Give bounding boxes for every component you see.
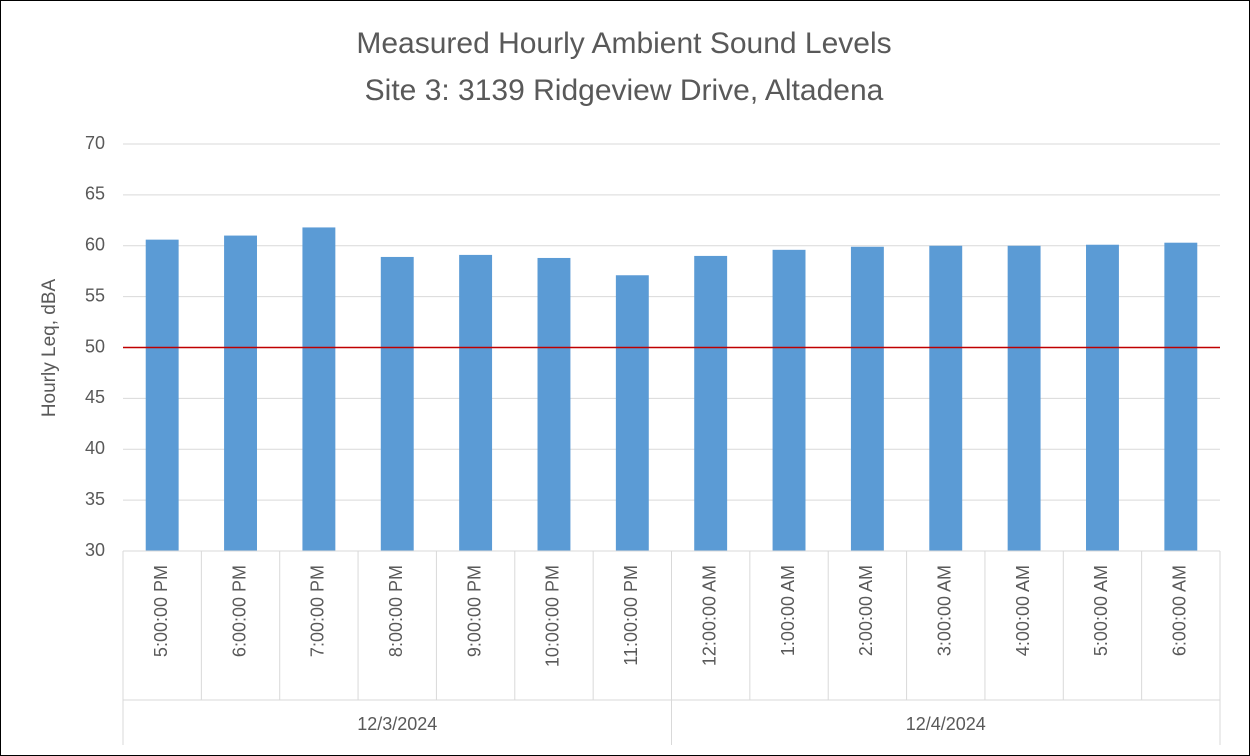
chart-subtitle: Site 3: 3139 Ridgeview Drive, Altadena <box>365 74 884 107</box>
bar <box>145 239 179 551</box>
x-tick-label: 5:00:00 PM <box>151 565 171 657</box>
bar <box>772 249 806 551</box>
x-tick-label: 8:00:00 PM <box>386 565 406 657</box>
x-tick-label: 2:00:00 AM <box>856 565 876 656</box>
y-tick-label: 60 <box>85 235 105 255</box>
x-tick-label: 11:00:00 PM <box>621 565 641 666</box>
x-tick-label: 5:00:00 AM <box>1091 565 1111 656</box>
x-tick-label: 4:00:00 AM <box>1013 565 1033 656</box>
bar <box>1007 245 1041 551</box>
x-tick-label: 6:00:00 PM <box>229 565 249 657</box>
x-tick-label: 12:00:00 AM <box>699 565 719 666</box>
y-tick-label: 65 <box>85 184 105 204</box>
group-label: 12/3/2024 <box>357 714 437 734</box>
group-label: 12/4/2024 <box>906 714 986 734</box>
x-tick-label: 10:00:00 PM <box>543 565 563 667</box>
bar <box>302 227 336 551</box>
x-tick-label: 3:00:00 AM <box>935 565 955 656</box>
bar <box>615 275 649 551</box>
y-axis-label: Hourly Leq, dBA <box>39 278 60 417</box>
y-tick-label: 45 <box>85 387 105 407</box>
bar <box>459 254 493 551</box>
y-tick-label: 50 <box>85 336 105 356</box>
bar <box>1086 244 1119 552</box>
y-tick-label: 30 <box>85 540 105 560</box>
bar <box>224 235 257 551</box>
bar <box>380 256 414 551</box>
y-tick-label: 40 <box>85 438 105 458</box>
bar <box>929 245 963 551</box>
x-tick-label: 6:00:00 AM <box>1170 565 1190 656</box>
x-tick-label: 9:00:00 PM <box>464 565 484 657</box>
bar <box>694 255 728 552</box>
x-tick-label: 1:00:00 AM <box>778 565 798 656</box>
x-tick-label: 7:00:00 PM <box>308 565 328 657</box>
bar <box>537 257 571 551</box>
chart-title: Measured Hourly Ambient Sound Levels <box>356 27 891 60</box>
y-tick-label: 70 <box>85 133 105 153</box>
y-tick-label: 35 <box>85 489 105 509</box>
bar <box>850 246 884 551</box>
y-tick-label: 55 <box>85 285 105 305</box>
bar <box>1164 242 1198 551</box>
